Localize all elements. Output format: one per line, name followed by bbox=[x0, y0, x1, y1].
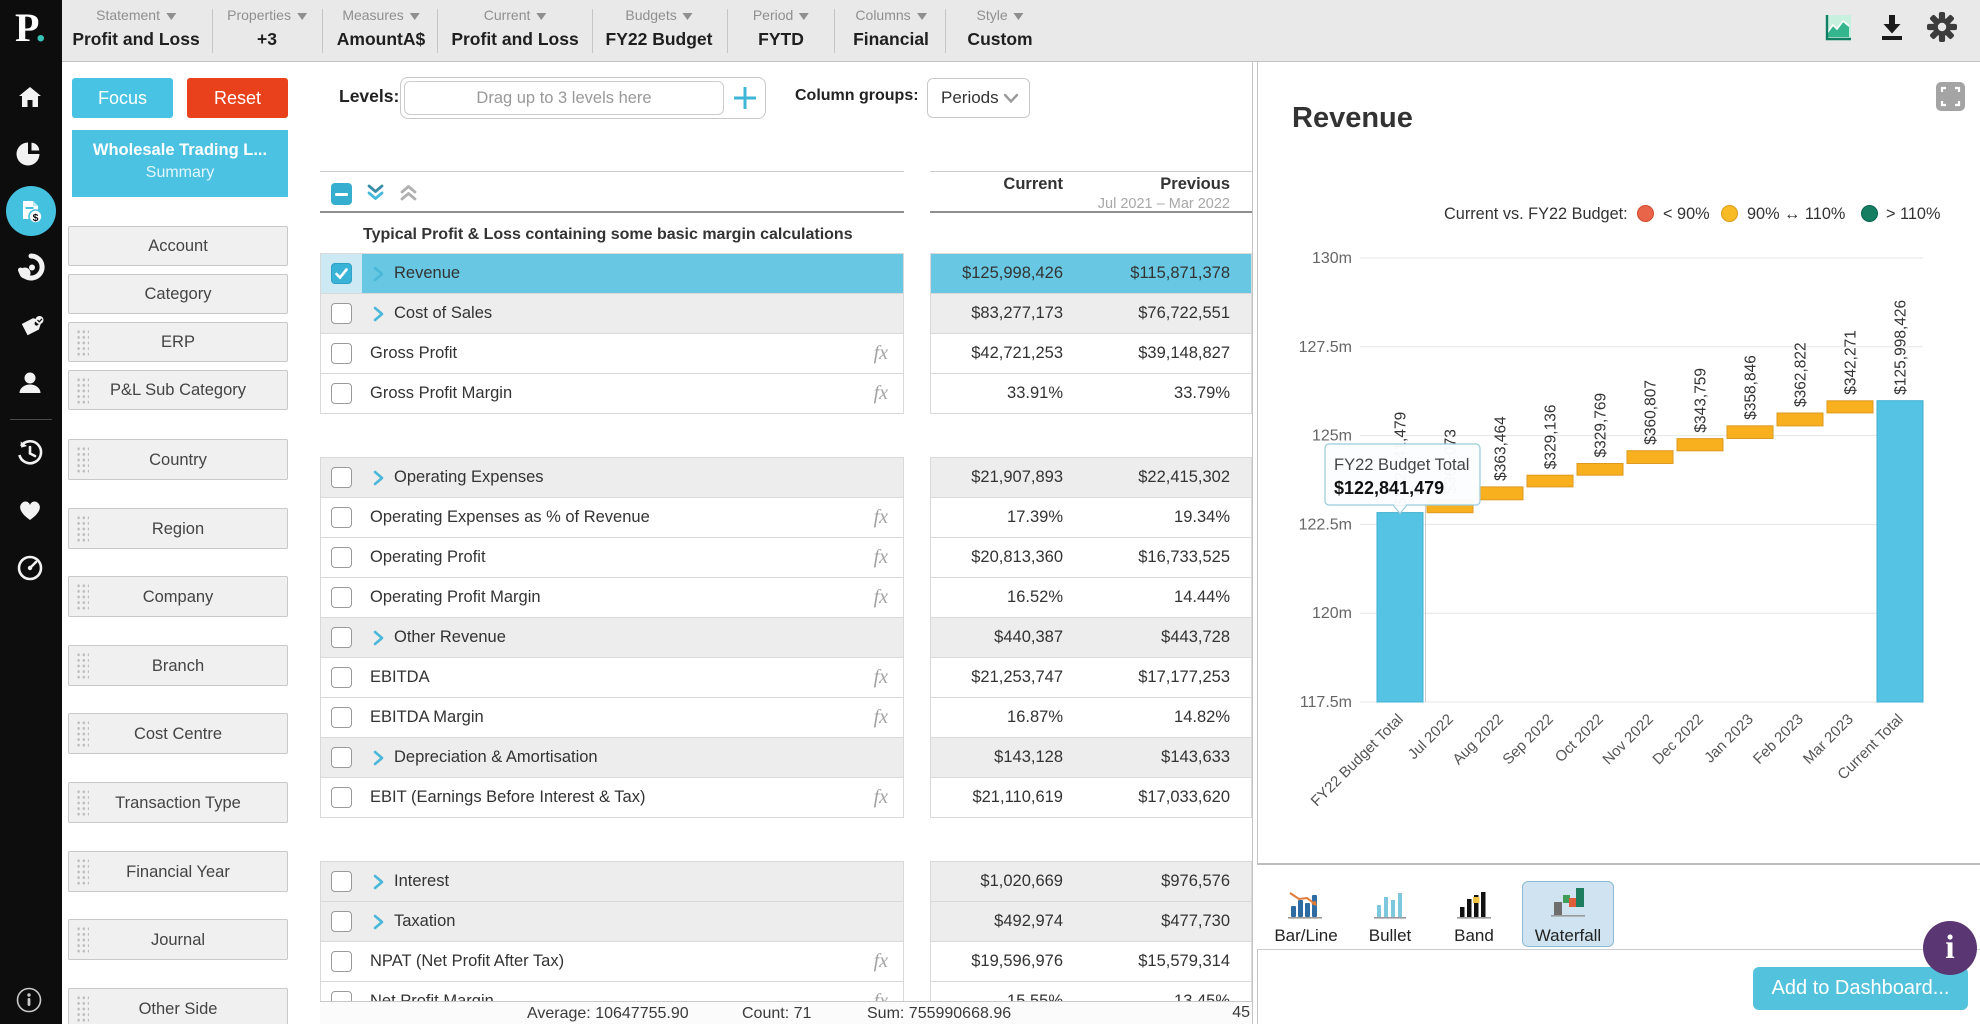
svg-text:127.5m: 127.5m bbox=[1299, 339, 1352, 356]
svg-text:130m: 130m bbox=[1312, 250, 1352, 267]
svg-text:$125,998,426: $125,998,426 bbox=[1893, 300, 1910, 395]
svg-text:Oct 2022: Oct 2022 bbox=[1552, 711, 1607, 766]
svg-text:$363,464: $363,464 bbox=[1493, 416, 1510, 481]
svg-text:Jul 2022: Jul 2022 bbox=[1405, 711, 1457, 763]
svg-text:Sep 2022: Sep 2022 bbox=[1499, 711, 1556, 768]
svg-text:$342,271: $342,271 bbox=[1843, 330, 1860, 395]
svg-text:$122,841,479: $122,841,479 bbox=[1334, 478, 1444, 498]
svg-text:FY22 Budget Total: FY22 Budget Total bbox=[1308, 711, 1407, 810]
svg-text:122.5m: 122.5m bbox=[1299, 516, 1352, 533]
svg-text:$329,136: $329,136 bbox=[1543, 405, 1560, 470]
svg-text:125m: 125m bbox=[1312, 428, 1352, 445]
svg-text:$358,846: $358,846 bbox=[1743, 355, 1760, 420]
svg-text:Nov 2022: Nov 2022 bbox=[1599, 711, 1656, 768]
svg-text:$360,807: $360,807 bbox=[1643, 380, 1660, 445]
svg-text:Aug 2022: Aug 2022 bbox=[1449, 711, 1506, 768]
svg-text:120m: 120m bbox=[1312, 605, 1352, 622]
svg-text:$343,759: $343,759 bbox=[1693, 368, 1710, 433]
svg-text:Feb 2023: Feb 2023 bbox=[1750, 711, 1807, 768]
svg-text:Jan 2023: Jan 2023 bbox=[1701, 711, 1757, 767]
svg-text:117.5m: 117.5m bbox=[1300, 694, 1352, 711]
svg-text:$329,769: $329,769 bbox=[1593, 393, 1610, 458]
svg-text:Dec 2022: Dec 2022 bbox=[1649, 711, 1706, 768]
svg-text:$362,822: $362,822 bbox=[1793, 342, 1810, 407]
svg-text:$: $ bbox=[33, 212, 39, 224]
svg-text:FY22 Budget Total: FY22 Budget Total bbox=[1334, 456, 1469, 474]
